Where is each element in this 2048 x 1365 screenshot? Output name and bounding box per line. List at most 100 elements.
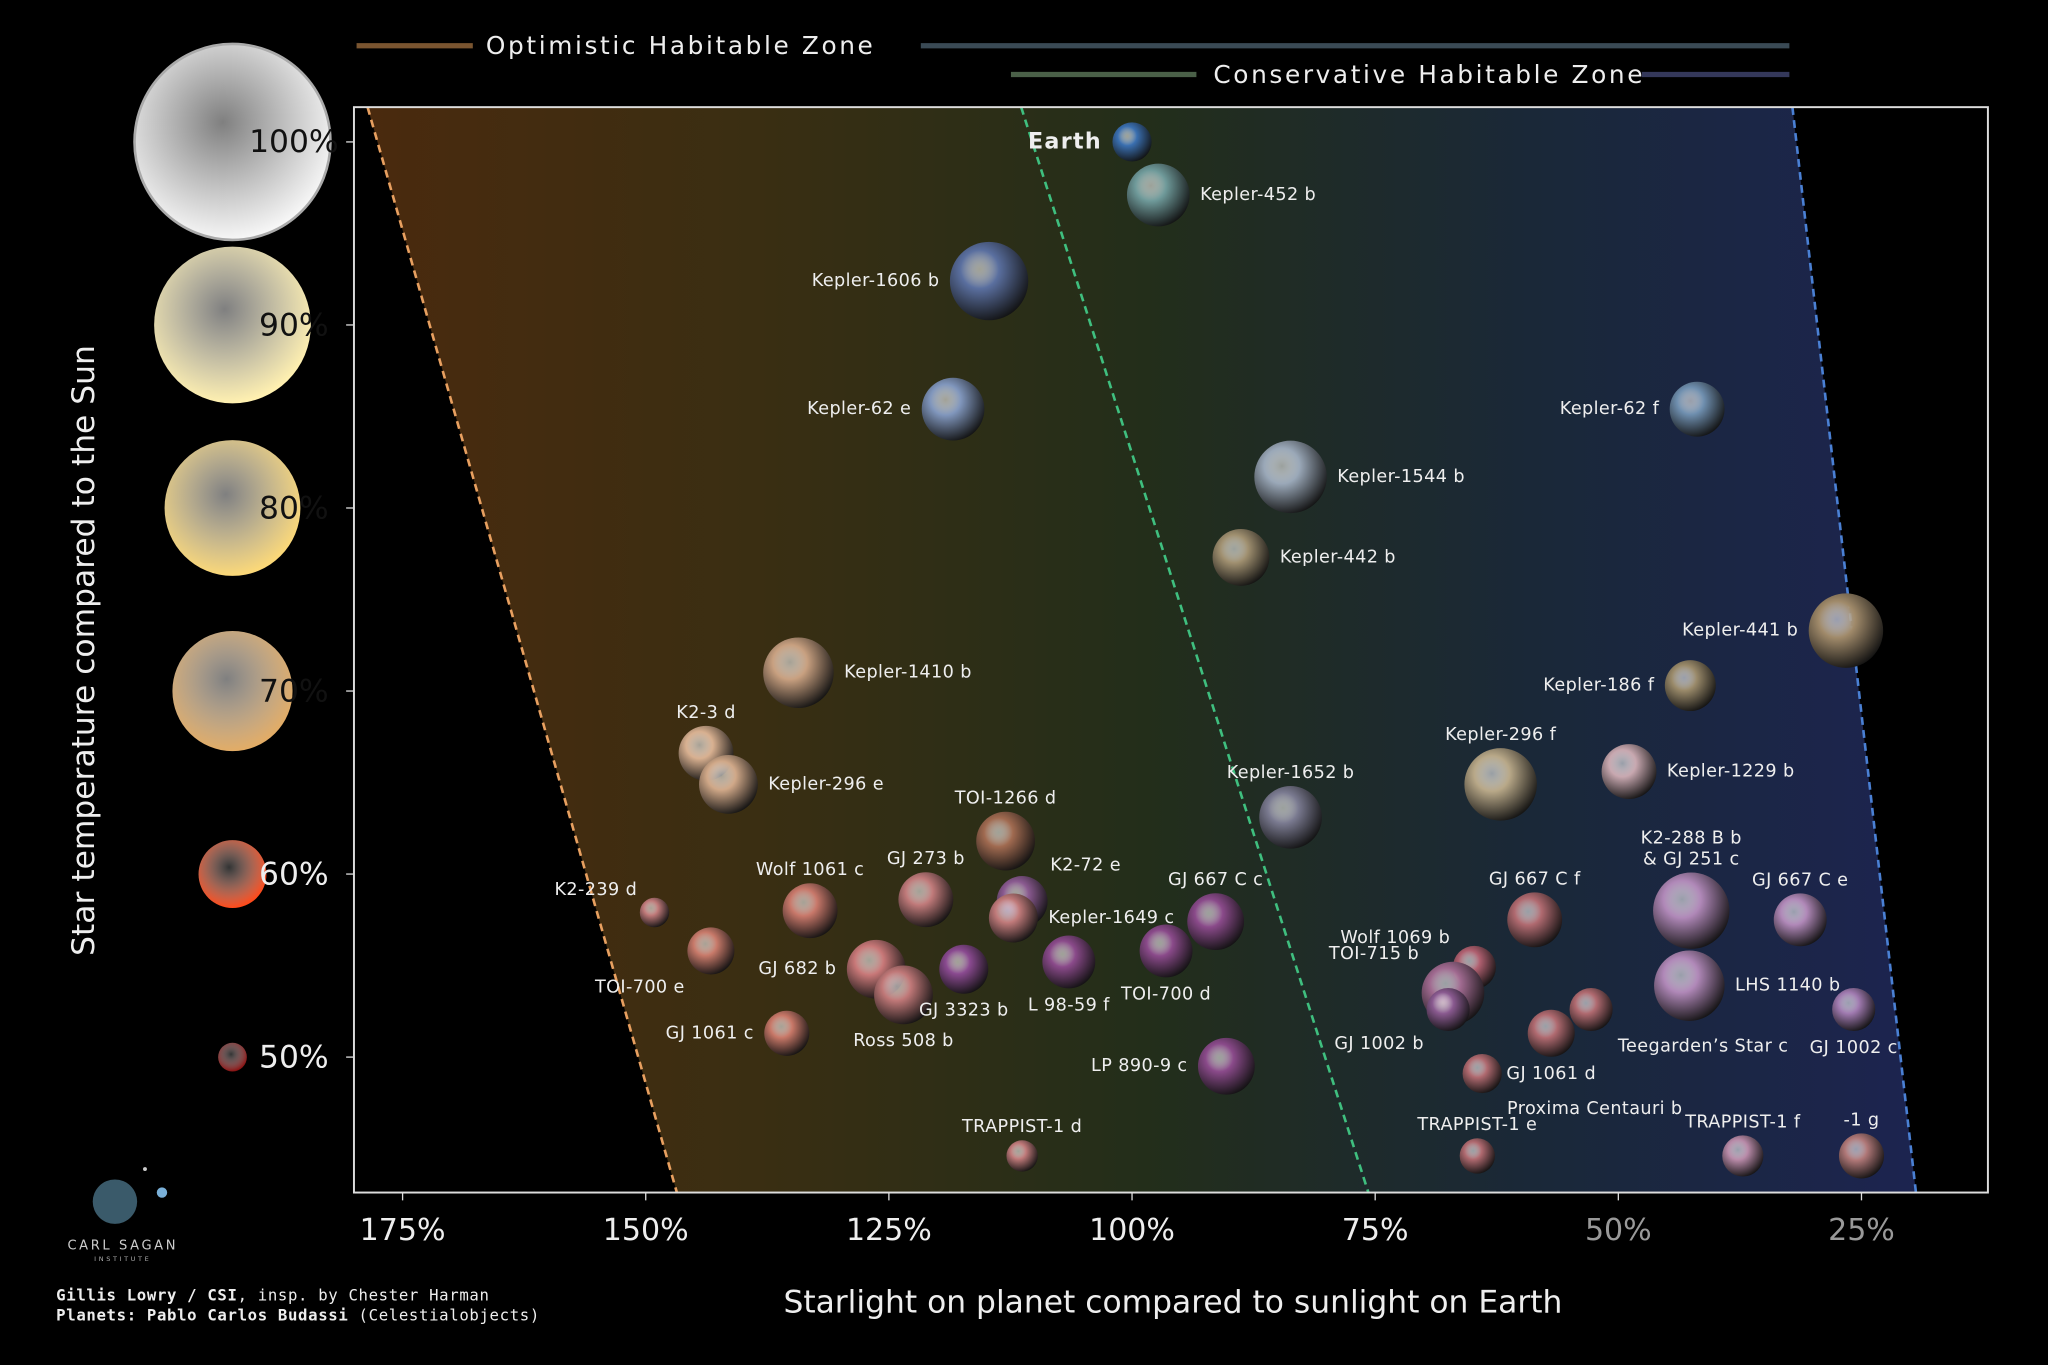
planet-label: GJ 3323 b [919, 1001, 1009, 1021]
planet [1832, 987, 1876, 1032]
planet-label: TOI-700 d [1120, 984, 1211, 1004]
planet [939, 944, 989, 994]
planet-label: GJ 667 C c [1168, 870, 1263, 890]
planet-label: -1 g [1844, 1110, 1880, 1130]
planet-label: Teegarden’s Star c [1617, 1037, 1788, 1057]
x-tick-label: 75% [1342, 1213, 1409, 1248]
x-tick-label: 50% [1585, 1213, 1652, 1248]
y-axis-label: Star temperature compared to the Sun [66, 345, 102, 956]
planet [1462, 1053, 1502, 1094]
x-tick-label: 125% [846, 1213, 932, 1248]
planet-label: GJ 1002 c [1810, 1038, 1898, 1058]
planet [1654, 950, 1725, 1021]
logo-text: CARL SAGAN [67, 1239, 178, 1254]
planet [1126, 163, 1190, 227]
planet-label: L 98-59 f [1028, 995, 1110, 1015]
planet-label: LHS 1140 b [1735, 976, 1840, 996]
credit: Planets: Pablo Carlos Budassi (Celestial… [56, 1305, 540, 1324]
planet-label: TRAPPIST-1 f [1684, 1112, 1801, 1132]
planet-label: Proxima Centauri b [1507, 1099, 1683, 1119]
y-tick-label: 60% [259, 856, 329, 892]
planet-label: Kepler-1229 b [1667, 762, 1795, 782]
planet-label: Kepler-296 f [1445, 725, 1556, 745]
planet-label: GJ 1002 b [1334, 1034, 1424, 1054]
marks-layer: Earth Kepler-452 b Kepler-1606 b Kepler-62 … [554, 122, 1898, 1179]
y-tick-label: 100% [249, 124, 339, 160]
planet [1042, 935, 1096, 989]
planet-label: GJ 667 C e [1752, 870, 1848, 890]
planet-label: K2-72 e [1050, 856, 1121, 876]
x-tick-label: 175% [360, 1213, 446, 1248]
plot-frame [352, 106, 1989, 1194]
star [172, 630, 293, 752]
planet [1653, 872, 1730, 949]
planet [782, 883, 838, 939]
planet [976, 811, 1035, 871]
label-line: & GJ 251 c [1643, 849, 1740, 869]
planet [1197, 1037, 1255, 1095]
planet-label: TOI-700 e [594, 978, 685, 998]
planet-label: Earth [1028, 128, 1102, 154]
planet-label: GJ 273 b [887, 849, 965, 869]
planet-label: K2-239 d [554, 880, 637, 900]
credit-text: , insp. by Chester Harman [238, 1285, 490, 1304]
planet-label: Kepler-1544 b [1337, 467, 1465, 487]
planet [921, 377, 985, 441]
zone-boundary [366, 106, 679, 1193]
logo-icon [156, 1187, 168, 1198]
planet [874, 965, 933, 1025]
planet [1527, 1009, 1575, 1057]
planet-label: Kepler-1649 c [1048, 908, 1174, 928]
planet [1254, 440, 1327, 514]
credit-bold: Planets: Pablo Carlos Budassi [56, 1305, 348, 1324]
planet [1139, 924, 1193, 978]
planet-label: Kepler-441 b [1682, 621, 1798, 641]
planet [764, 1010, 810, 1056]
planet [699, 754, 758, 814]
planet-label: Kepler-186 f [1543, 676, 1654, 696]
planet-label: Kepler-452 b [1200, 185, 1316, 205]
credit: Gillis Lowry / CSI, insp. by Chester Har… [56, 1285, 489, 1304]
logo: CARL SAGAN INSTITUTE [67, 1167, 178, 1263]
star [198, 840, 267, 909]
star [218, 1042, 247, 1072]
credit-text: (Celestialobjects) [348, 1305, 540, 1324]
planet-label: Wolf 1061 c [756, 860, 864, 880]
y-tick-label: 50% [259, 1039, 329, 1075]
x-axis-label: Starlight on planet compared to sunlight… [783, 1285, 1562, 1321]
planet [639, 897, 670, 928]
planet-label: TRAPPIST-1 e [1416, 1115, 1537, 1135]
planet [1187, 893, 1245, 951]
planet [1669, 381, 1725, 437]
logo-icon [143, 1167, 147, 1171]
planet [1426, 987, 1470, 1032]
planet [1259, 785, 1322, 849]
planet-label: Kepler-62 e [807, 399, 911, 419]
planet [1212, 529, 1270, 586]
planet [763, 637, 834, 708]
planet [687, 927, 735, 975]
planet-label: TRAPPIST-1 d [961, 1117, 1082, 1137]
planet-label: GJ 667 C f [1489, 869, 1581, 889]
legend-text: Conservative Habitable Zone [1213, 60, 1645, 89]
planet [1808, 593, 1884, 668]
planet [1112, 122, 1152, 162]
planet-label: GJ 682 b [758, 959, 836, 979]
planet-label: Kepler-442 b [1280, 547, 1396, 567]
planet [1664, 660, 1716, 712]
planet-label: GJ 1061 c [666, 1023, 754, 1043]
logo-text: INSTITUTE [94, 1255, 151, 1263]
x-tick-label: 100% [1089, 1213, 1175, 1248]
planet-label: TOI-1266 d [954, 789, 1057, 809]
planet [988, 893, 1038, 943]
planet-label: Ross 508 b [853, 1031, 954, 1051]
credit-bold: Gillis Lowry / CSI [56, 1285, 237, 1304]
planet [1601, 744, 1657, 799]
planet-label: K2-3 d [676, 703, 736, 723]
planet [898, 872, 954, 928]
planet [1507, 892, 1563, 948]
planet-label: Wolf 1069 b [1340, 928, 1450, 948]
planet [1006, 1140, 1038, 1172]
planet-label: TOI-715 b [1328, 944, 1419, 964]
